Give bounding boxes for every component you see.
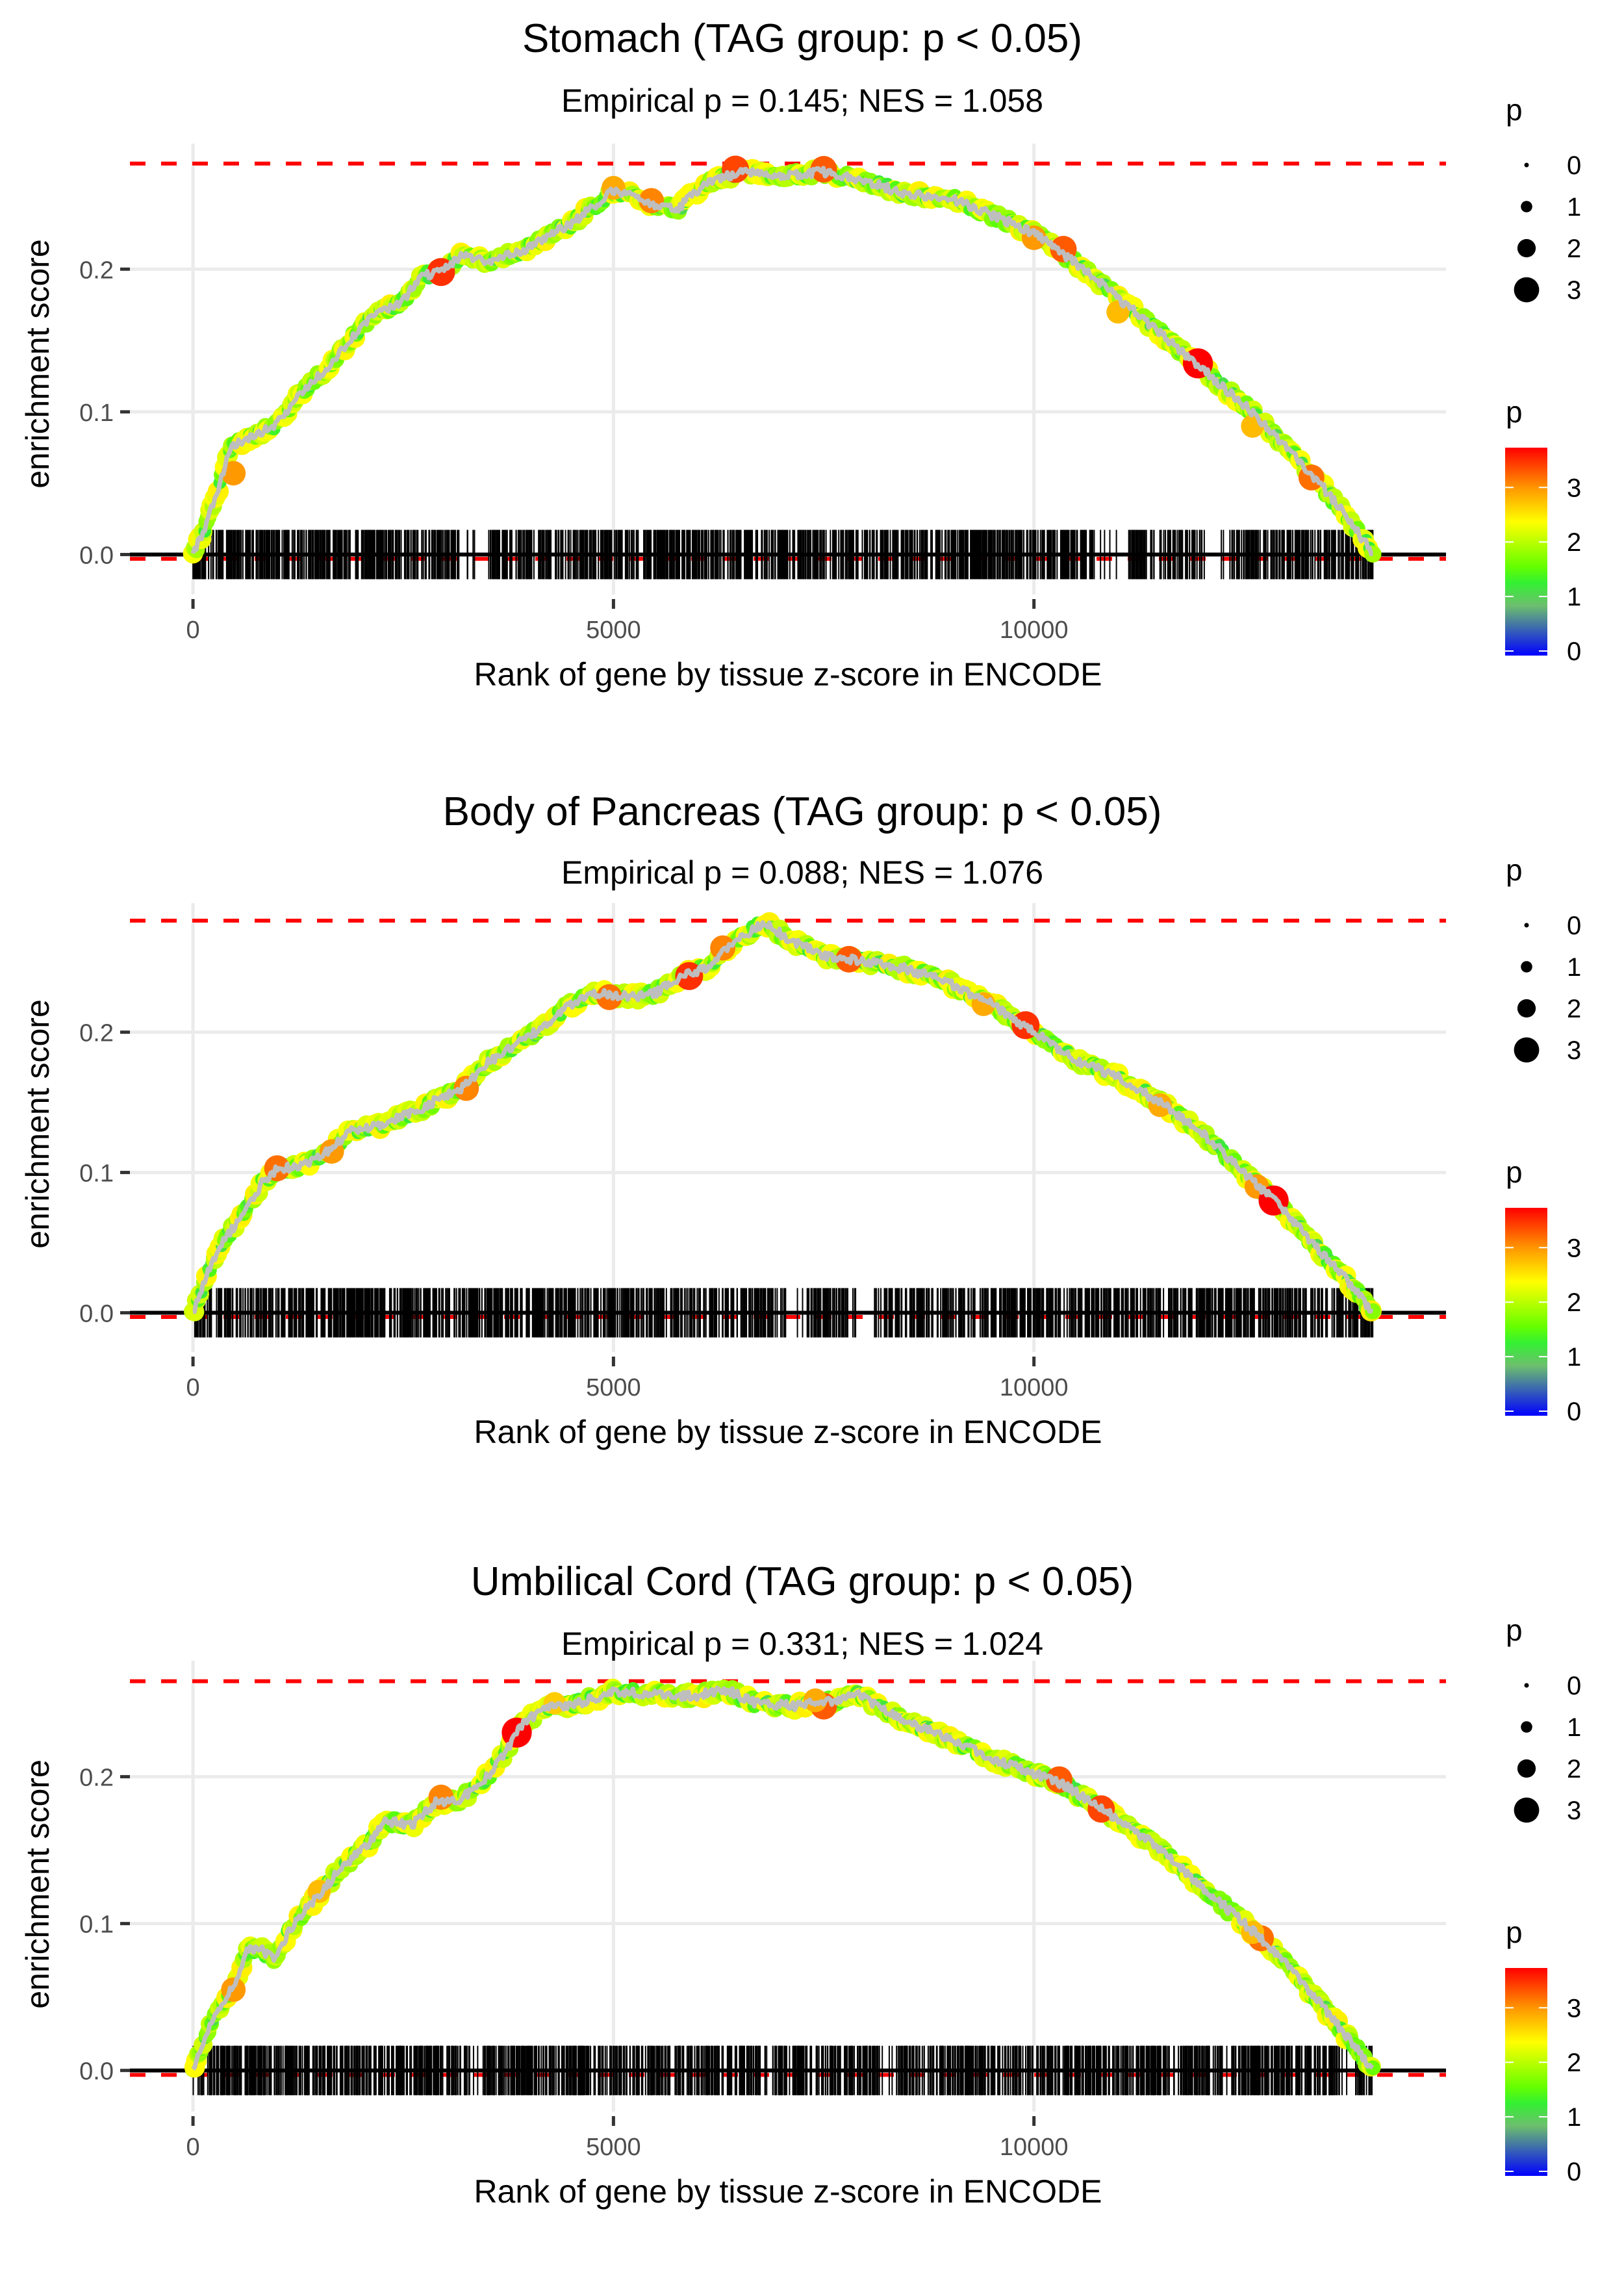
size-legend-label: 2 bbox=[1567, 235, 1581, 263]
colorbar-label: 1 bbox=[1567, 583, 1581, 611]
x-tick-label: 10000 bbox=[1000, 2134, 1069, 2161]
enrichment-points bbox=[184, 912, 1382, 1322]
size-legend-dot bbox=[1517, 999, 1536, 1018]
size-legend-dot bbox=[1524, 923, 1529, 928]
panel-title: Stomach (TAG group: p < 0.05) bbox=[522, 16, 1082, 61]
panel-subtitle: Empirical p = 0.088; NES = 1.076 bbox=[561, 854, 1043, 891]
size-legend-label: 2 bbox=[1567, 995, 1581, 1023]
colorbar-label: 2 bbox=[1567, 1288, 1581, 1317]
y-tick-label: 0.2 bbox=[79, 257, 114, 284]
y-tick-label: 0.0 bbox=[79, 1301, 114, 1328]
y-axis-title: enrichment score bbox=[19, 1759, 56, 2009]
x-tick-label: 5000 bbox=[586, 2134, 641, 2161]
y-axis-title: enrichment score bbox=[19, 239, 56, 489]
panel-stomach: Stomach (TAG group: p < 0.05) Empirical … bbox=[19, 16, 1581, 693]
y-tick-label: 0.0 bbox=[79, 543, 114, 570]
size-legend-title: p bbox=[1506, 853, 1523, 887]
size-legend-dot bbox=[1521, 201, 1532, 212]
x-axis-title: Rank of gene by tissue z-score in ENCODE bbox=[474, 656, 1102, 693]
size-legend-label: 0 bbox=[1567, 151, 1581, 180]
x-axis-title: Rank of gene by tissue z-score in ENCODE bbox=[474, 2173, 1102, 2210]
y-tick-label: 0.0 bbox=[79, 2058, 114, 2086]
size-legend-label: 3 bbox=[1567, 1036, 1581, 1065]
legend: p 0 1 2 3 p 0 1 2 3 bbox=[1505, 853, 1581, 1426]
colorbar-label: 3 bbox=[1567, 1234, 1581, 1262]
color-legend-title: p bbox=[1506, 395, 1523, 429]
x-tick-label: 5000 bbox=[586, 1374, 641, 1401]
legend: p 0 1 2 3 p 0 1 2 3 bbox=[1505, 93, 1581, 666]
size-legend-dot bbox=[1524, 162, 1529, 168]
x-tick-label: 0 bbox=[186, 2134, 200, 2161]
size-legend-label: 3 bbox=[1567, 276, 1581, 305]
x-tick-label: 10000 bbox=[1000, 1374, 1069, 1401]
colorbar bbox=[1505, 448, 1547, 656]
panel-subtitle: Empirical p = 0.145; NES = 1.058 bbox=[561, 83, 1043, 119]
colorbar-label: 1 bbox=[1567, 1343, 1581, 1372]
size-legend-dot bbox=[1514, 1037, 1540, 1063]
x-tick-label: 0 bbox=[186, 617, 200, 644]
size-legend-label: 1 bbox=[1567, 953, 1581, 982]
size-legend-label: 0 bbox=[1567, 912, 1581, 940]
colorbar bbox=[1505, 1208, 1547, 1416]
colorbar-label: 0 bbox=[1567, 637, 1581, 666]
colorbar-label: 2 bbox=[1567, 528, 1581, 557]
panel-title: Umbilical Cord (TAG group: p < 0.05) bbox=[471, 1559, 1134, 1604]
panel-body-of-pancreas: Body of Pancreas (TAG group: p < 0.05) E… bbox=[19, 789, 1581, 1450]
panel-subtitle: Empirical p = 0.331; NES = 1.024 bbox=[561, 1626, 1043, 1662]
x-axis-title: Rank of gene by tissue z-score in ENCODE bbox=[474, 1414, 1102, 1450]
color-legend-title: p bbox=[1506, 1155, 1523, 1189]
y-tick-label: 0.2 bbox=[79, 1765, 114, 1792]
size-legend-label: 1 bbox=[1567, 193, 1581, 222]
running-es-line bbox=[192, 920, 1374, 1314]
running-es-line bbox=[190, 166, 1374, 557]
size-legend-title: p bbox=[1506, 93, 1523, 127]
y-tick-label: 0.1 bbox=[79, 400, 114, 427]
panel-umbilical-cord: Umbilical Cord (TAG group: p < 0.05) Emp… bbox=[19, 1559, 1581, 2210]
size-legend-dot bbox=[1517, 238, 1536, 258]
x-tick-label: 5000 bbox=[586, 617, 641, 644]
panel-title: Body of Pancreas (TAG group: p < 0.05) bbox=[443, 789, 1162, 834]
enrichment-point-high-p bbox=[453, 1075, 479, 1101]
colorbar-label: 3 bbox=[1567, 474, 1581, 502]
y-tick-label: 0.1 bbox=[79, 1911, 114, 1939]
colorbar-label: 0 bbox=[1567, 1398, 1581, 1426]
size-legend-dot bbox=[1514, 277, 1540, 303]
y-tick-label: 0.2 bbox=[79, 1020, 114, 1047]
x-tick-label: 0 bbox=[186, 1374, 200, 1401]
enrichment-points bbox=[183, 155, 1382, 564]
y-axis-title: enrichment score bbox=[19, 999, 56, 1249]
x-tick-label: 10000 bbox=[1000, 617, 1069, 644]
y-tick-label: 0.1 bbox=[79, 1160, 114, 1188]
size-legend-dot bbox=[1521, 961, 1532, 973]
